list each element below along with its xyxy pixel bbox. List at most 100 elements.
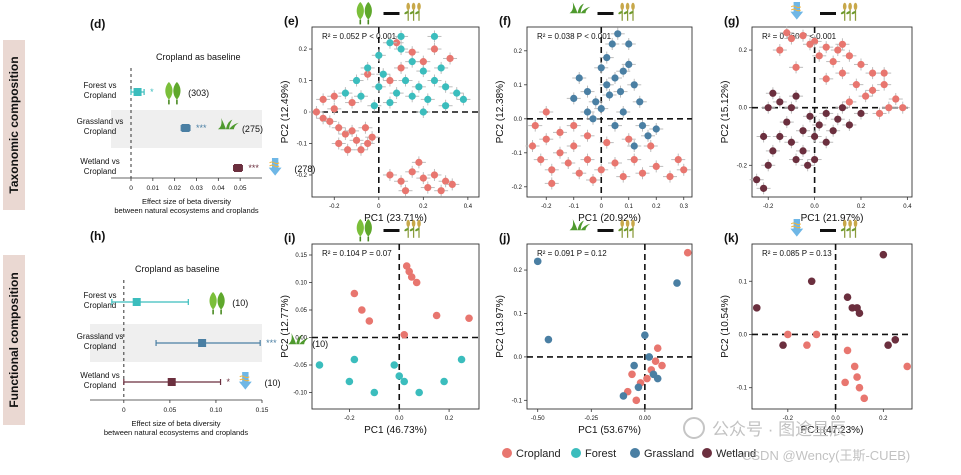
header-dash-k [820,229,836,232]
x-tick-label-i-1: 0.0 [395,416,404,422]
point-cropland-k-3 [843,346,852,355]
point-cropland-f-0 [528,142,537,150]
icon-wetland-h-wave2 [239,378,250,382]
header-icon-cropland-k-ear-1 [848,219,852,227]
point-cropland-e-1 [319,114,327,122]
header-icon-cropland-g-leaf-0 [840,11,845,15]
point-cropland-f-13 [630,156,638,164]
point-forest-i-9 [350,355,359,364]
y-tick-label-f-3: 0.1 [514,83,523,89]
point-grassland-j-3 [641,331,649,339]
x-label-2-h: between natural ecosystems and croplands [104,428,249,437]
point-cropland-e-5 [341,130,349,138]
row-label-2-h-2: Cropland [84,381,116,390]
point-cropland-f-24 [625,135,633,143]
header-icon-cropland-i-leaf-2 [415,228,420,232]
legend-label-wetland: Wetland [716,448,756,460]
icon-grassland-d [217,118,239,130]
point-wetland-g-5 [783,118,791,126]
scatter-panel-j: (j) -0.50 -0.25 0.00 -0.1 0.0 0.1 0.2 PC1 (53.67… [495,219,693,436]
point-wetland-g-9 [806,112,814,120]
y-tick-label-f-2: 0.0 [514,117,523,123]
point-cropland-f-15 [652,162,660,170]
header-icon-cropland-j-leaf-1 [623,228,628,232]
point-cropland-e-25 [437,187,445,195]
panel-label-g: (g) [724,14,739,28]
point-grassland-f-3 [597,64,605,72]
x-label-1-d: Effect size of beta diversity [142,197,231,206]
row-label-1-h-2: Wetland vs [80,371,119,380]
watermark-line2: CSDN @Wency(王斯-CUEB) [742,448,910,463]
point-wetland-g-17 [769,89,777,97]
sample-size-h-2: (10) [265,378,281,388]
y-axis-label-e: PC2 (12.49%) [280,81,291,144]
y-tick-label-g-1: 0.0 [739,106,748,112]
point-wetland-g-12 [822,109,830,118]
point-grassland-f-21 [611,122,619,130]
point-cropland-e-17 [386,171,394,179]
header-icon-cropland-f-leaf-0 [618,11,623,15]
x-tick-label-k-1: 0.0 [831,416,840,422]
sample-size-h-1: (10) [312,339,328,349]
header-icon-forest-e [356,2,372,25]
effect-point-h-0 [132,298,141,306]
x-tick-label-e-3: 0.4 [464,204,473,210]
point-cropland-f-23 [603,139,611,147]
point-forest-e-20 [459,95,468,104]
point-wetland-g-6 [787,138,796,146]
x-axis-label-j: PC1 (53.67%) [578,425,641,436]
point-cropland-e-18 [397,177,405,185]
sig-stars-d-1: *** [196,123,207,133]
point-wetland-g-2 [764,161,772,169]
legend: Cropland Forest Grassland Wetland [502,448,756,460]
x-tick-label-f-1: -0.1 [569,204,580,210]
point-cropland-e-26 [448,180,456,189]
y-tick-label-i-0: -0.10 [293,391,307,397]
icon-grassland-h [288,333,309,345]
legend-label-forest: Forest [585,448,616,460]
legend-marker-wetland [702,448,712,458]
point-grassland-f-18 [614,30,622,38]
point-wetland-g-14 [834,115,842,123]
stats-text-k: R² = 0.085 P = 0.13 [762,249,832,258]
point-cropland-g-5 [857,60,865,69]
point-cropland-j-1 [651,357,660,366]
y-tick-label-e-0: -0.2 [297,173,308,179]
y-tick-label-k-2: 0.1 [739,279,748,285]
header-dash-f [597,12,614,15]
point-grassland-f-1 [583,88,592,96]
sample-size-d-0: (303) [188,88,209,98]
point-grassland-f-12 [638,122,647,130]
point-cropland-j-5 [628,370,636,379]
x-axis-label-i: PC1 (46.73%) [364,425,427,436]
point-forest-e-6 [419,67,427,75]
header-icon-wetland-k-wave1 [790,222,802,226]
y-tick-label-e-2: 0 [304,110,308,116]
point-cropland-i-5 [358,306,366,314]
point-grassland-f-7 [616,88,625,96]
x-tick-label-d-2: 0.02 [168,185,181,192]
panel-label-k: (k) [724,231,739,245]
point-wetland-g-23 [845,121,853,129]
x-tick-label-i-0: -0.2 [344,416,355,422]
header-icon-cropland-f [618,2,635,21]
x-tick-label-h-1: 0.05 [164,407,177,414]
effect-point-d-1 [181,124,190,132]
point-cropland-i-6 [365,317,374,325]
x-tick-label-h-2: 0.10 [210,407,223,414]
point-grassland-f-13 [644,132,652,140]
point-forest-e-16 [341,89,349,97]
header-dash-e [383,12,400,15]
point-cropland-e-19 [408,168,416,176]
row-label-1-d-1: Grassland vs [77,117,124,126]
header-icon-wetland-g-wave2 [790,8,802,12]
x-tick-label-d-4: 0.04 [212,185,225,192]
y-tick-label-f-1: -0.1 [512,151,523,157]
point-cropland-f-8 [583,156,592,164]
header-dash-g [820,12,836,15]
point-cropland-f-20 [556,128,564,136]
header-icon-cropland-j-ear-0 [620,219,624,227]
point-forest-e-26 [415,83,423,91]
legend-marker-cropland [502,448,512,458]
point-wetland-g-24 [857,109,865,118]
